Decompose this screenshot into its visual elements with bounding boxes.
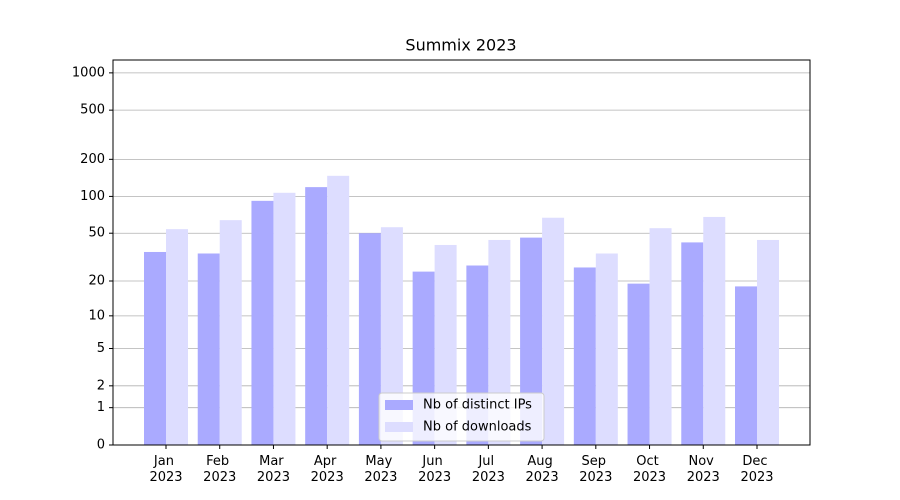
legend-swatch (385, 400, 413, 410)
x-tick-label: Jun 2023 (418, 454, 451, 485)
y-tick-label: 20 (88, 274, 105, 289)
y-tick-label: 100 (80, 189, 105, 204)
y-tick-label: 1000 (72, 65, 105, 80)
bar (197, 253, 220, 445)
x-tick-label: Nov 2023 (687, 454, 720, 485)
y-tick-label: 200 (80, 152, 105, 167)
bar (144, 251, 166, 445)
x-tick-label: May 2023 (364, 454, 397, 485)
x-tick-label: Oct 2023 (633, 454, 666, 485)
x-tick-label: Apr 2023 (311, 454, 344, 485)
x-tick-label: Sep 2023 (579, 454, 612, 485)
bar (627, 283, 650, 445)
y-tick-label: 2 (97, 378, 105, 393)
bar (649, 228, 672, 445)
legend-swatch (385, 422, 413, 432)
y-tick-label: 50 (88, 226, 105, 241)
y-tick-label: 5 (97, 341, 105, 356)
bar (219, 220, 242, 445)
bar (595, 253, 618, 445)
x-tick-label: Dec 2023 (740, 454, 773, 485)
legend-label: Nb of downloads (423, 420, 532, 435)
bar (735, 286, 757, 445)
x-tick-label: Aug 2023 (526, 454, 559, 485)
x-tick-label: Jul 2023 (472, 454, 505, 485)
bar (251, 200, 274, 445)
bar (681, 242, 704, 445)
bar (703, 216, 726, 445)
x-tick-label: Mar 2023 (257, 454, 290, 485)
y-tick-label: 10 (88, 308, 105, 323)
legend-box (378, 392, 545, 442)
y-tick-label: 500 (80, 103, 105, 118)
x-tick-label: Jan 2023 (149, 454, 182, 485)
plot-frame (112, 59, 811, 446)
y-tick-label: 0 (97, 438, 105, 453)
bar (273, 192, 296, 445)
bar (305, 187, 328, 445)
bar (166, 229, 188, 445)
bar (380, 227, 403, 445)
bar (327, 175, 350, 445)
chart-title: Summix 2023 (405, 36, 516, 55)
bar (358, 233, 381, 445)
legend-label: Nb of distinct IPs (423, 398, 532, 413)
x-tick-label: Feb 2023 (203, 454, 236, 485)
bar (542, 217, 565, 445)
y-tick-label: 1 (97, 400, 105, 415)
bar (573, 267, 596, 445)
bar (757, 239, 779, 445)
